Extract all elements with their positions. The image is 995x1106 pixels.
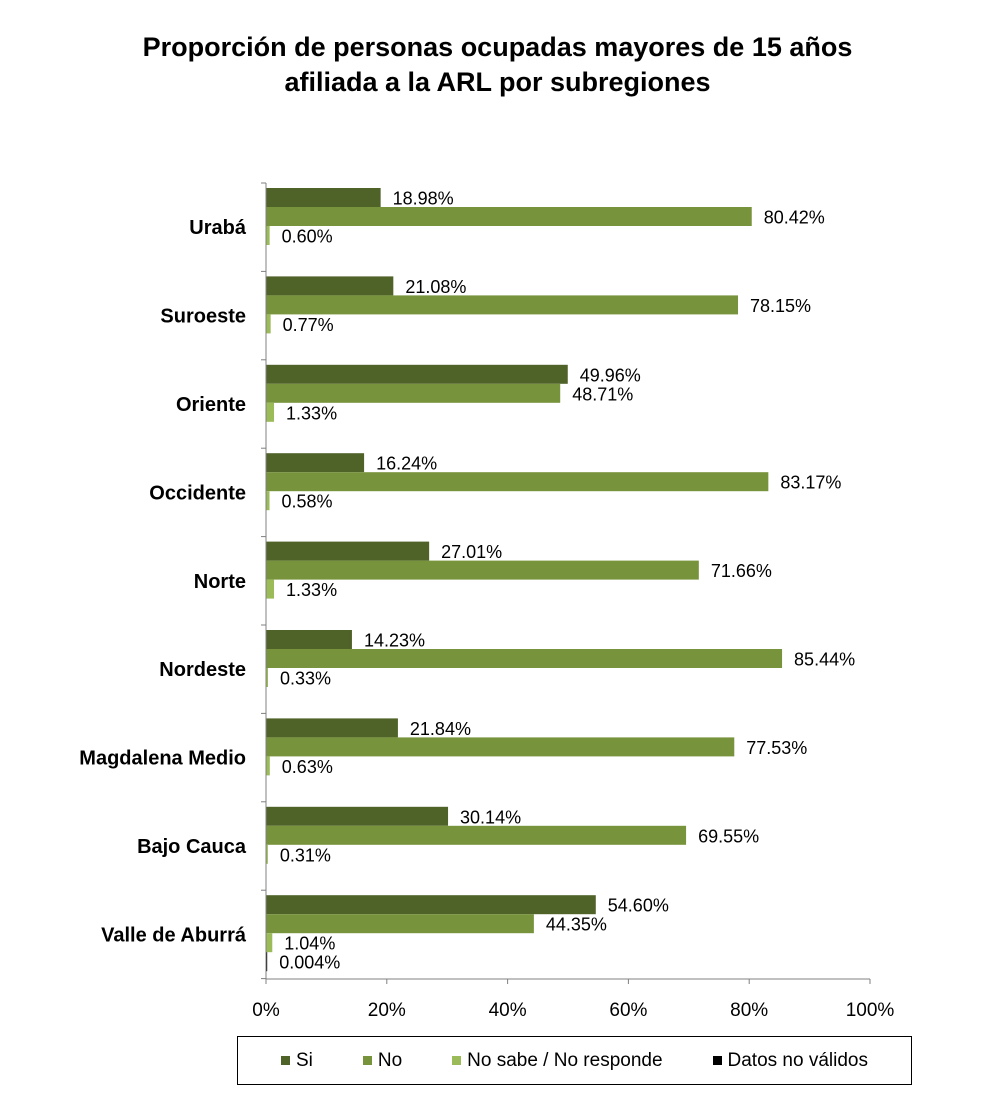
bar — [266, 207, 752, 226]
data-label: 0.77% — [283, 315, 334, 335]
bar — [266, 630, 352, 649]
category-label: Urabá — [189, 217, 247, 239]
data-label: 77.53% — [746, 738, 807, 758]
bar — [266, 314, 271, 334]
category-label: Norte — [194, 571, 246, 593]
chart-title: Proporción de personas ocupadas mayores … — [0, 30, 995, 100]
bar — [266, 649, 783, 668]
bar — [266, 579, 275, 599]
data-label: 1.33% — [286, 580, 337, 600]
x-tick-label: 60% — [609, 1000, 647, 1021]
bar — [266, 756, 270, 776]
chart-legend: Si No No sabe / No responde Datos no válido… — [237, 1036, 912, 1085]
data-label: 21.84% — [410, 719, 471, 739]
x-tick-label: 100% — [846, 1000, 895, 1021]
data-label: 21.08% — [405, 277, 466, 297]
bar — [266, 453, 365, 473]
data-label: 0.60% — [282, 227, 333, 247]
legend-item: Si — [280, 1049, 313, 1072]
bar-chart-plot: Urabá 18.98% 80.42% 0.60% Suroeste 21.08% 78.1… — [79, 182, 895, 1021]
legend-swatch — [452, 1056, 462, 1065]
data-label: 16.24% — [376, 454, 437, 474]
bar — [266, 952, 268, 972]
x-tick-label: 20% — [368, 1000, 406, 1021]
category-label: Suroeste — [160, 306, 246, 328]
bar — [266, 844, 268, 864]
bar — [266, 737, 735, 757]
category-label: Magdalena Medio — [79, 748, 246, 770]
legend-label: No sabe / No responde — [467, 1049, 663, 1071]
bar — [266, 806, 449, 826]
data-label: 80.42% — [764, 208, 825, 228]
data-label: 1.04% — [284, 934, 335, 954]
x-tick-label: 40% — [489, 1000, 527, 1021]
legend-swatch — [362, 1056, 372, 1065]
x-tick-label: 80% — [730, 1000, 768, 1021]
data-label: 14.23% — [364, 631, 425, 651]
legend-swatch — [712, 1056, 722, 1065]
data-label: 48.71% — [572, 384, 633, 404]
legend-item: No — [362, 1049, 403, 1072]
data-label: 83.17% — [780, 473, 841, 493]
category-label: Bajo Cauca — [137, 836, 247, 858]
data-label: 0.63% — [282, 757, 333, 777]
legend-label: No — [377, 1049, 403, 1071]
data-label: 71.66% — [711, 561, 772, 581]
bar — [266, 914, 534, 934]
bar — [266, 825, 687, 845]
bar — [266, 491, 270, 511]
data-label: 18.98% — [393, 189, 454, 209]
bar — [266, 472, 769, 492]
bar — [266, 560, 699, 580]
chart-title-line-1: Proporción de personas ocupadas mayores … — [142, 32, 853, 62]
bar — [266, 295, 739, 315]
legend-swatch — [280, 1056, 290, 1065]
data-label: 78.15% — [750, 296, 811, 316]
bar — [266, 895, 596, 915]
x-tick-label: 0% — [252, 1000, 280, 1021]
bar — [266, 933, 273, 953]
data-label: 0.31% — [280, 845, 331, 865]
data-label: 49.96% — [580, 365, 641, 385]
data-label: 69.55% — [698, 826, 759, 846]
data-label: 0.33% — [280, 669, 331, 689]
data-label: 54.60% — [608, 896, 669, 916]
data-label: 44.35% — [546, 915, 607, 935]
bar — [266, 226, 270, 245]
bar — [266, 364, 568, 384]
bar — [266, 541, 430, 561]
category-label: Nordeste — [159, 659, 246, 681]
category-label: Occidente — [149, 482, 246, 504]
legend-item: Datos no válidos — [712, 1049, 868, 1072]
category-label: Oriente — [176, 394, 246, 416]
bar — [266, 718, 398, 738]
data-label: 0.58% — [282, 492, 333, 512]
legend-item: No sabe / No responde — [452, 1049, 663, 1072]
bar — [266, 188, 381, 207]
bar — [266, 276, 394, 296]
data-label: 85.44% — [794, 650, 855, 670]
data-label: 1.33% — [286, 403, 337, 423]
legend-label: Si — [295, 1049, 313, 1071]
bar — [266, 402, 275, 422]
data-label: 0.004% — [279, 953, 340, 973]
chart-title-line-2: afiliada a la ARL por subregiones — [284, 67, 711, 97]
bar — [266, 383, 561, 403]
legend-label: Datos no válidos — [727, 1049, 868, 1071]
category-label: Valle de Aburrá — [101, 924, 247, 946]
data-label: 27.01% — [441, 542, 502, 562]
data-label: 30.14% — [460, 807, 521, 827]
bar — [266, 668, 268, 687]
